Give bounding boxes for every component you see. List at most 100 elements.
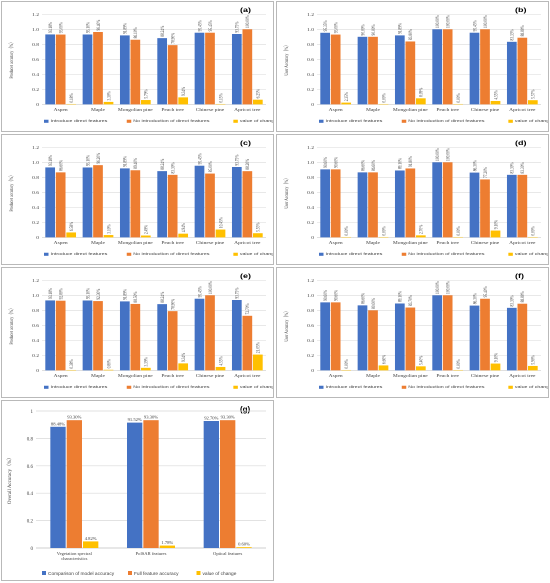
chart-g-data-label: 93.30% xyxy=(144,415,158,420)
chart-c-data-label: 88.24% xyxy=(159,159,165,170)
chart-a-legend-swatch xyxy=(44,119,49,123)
chart-b-data-label: 93.00% xyxy=(333,22,339,33)
chart-e-bar xyxy=(194,298,205,371)
chart-a-bar xyxy=(130,39,141,105)
chart-panel-a: (a) Producer accuracy（%） 0 0.2 0.4 0.6 0.8 1.0 1… xyxy=(1,1,274,132)
chart-c-svg: (c) Producer accuracy（%） 0 0.2 0.4 0.6 0.8 1.0 1… xyxy=(8,140,273,256)
chart-d-bar xyxy=(368,172,378,238)
chart-d-y-tick-label: 0.2 xyxy=(307,222,315,226)
chart-g-y-axis-title: Overall Accuracy（%） xyxy=(7,455,13,504)
chart-d-bar xyxy=(330,169,341,238)
chart-b-legend-label: Introduce direct features xyxy=(326,119,384,123)
chart-b-y-tick-label: 0.8 xyxy=(307,44,315,48)
chart-e-panel-label: (e) xyxy=(240,273,251,280)
chart-d-data-label: 86.30% xyxy=(472,160,478,171)
chart-f-bar xyxy=(357,305,368,371)
chart-g-y-tick-label: 0.6 xyxy=(27,465,34,470)
chart-e-x-tick-label: Maple xyxy=(91,375,105,379)
chart-a-data-label: 0.18% xyxy=(68,93,74,102)
chart-c-bar xyxy=(252,233,263,238)
chart-d-x-tick-label: Aspen xyxy=(329,242,344,246)
chart-e-legend-label: value of change xyxy=(240,385,273,389)
chart-a-y-tick-label: 1.2 xyxy=(32,14,40,18)
chart-b-bar xyxy=(394,35,405,105)
chart-b-data-label: 4.55% xyxy=(493,90,499,99)
chart-c-bar xyxy=(194,165,205,238)
chart-c-data-label: 96.20% xyxy=(95,153,101,164)
chart-c-y-tick-label: 1.0 xyxy=(32,162,40,166)
chart-c-bar xyxy=(45,167,56,238)
chart-c-bar xyxy=(66,232,77,238)
chart-e-y-tick-label: 0 xyxy=(36,370,40,374)
chart-g-data-label: 93.30% xyxy=(221,415,235,420)
chart-d-legend-swatch xyxy=(319,252,324,256)
chart-g-data-label: 91.52% xyxy=(128,417,142,422)
chart-c-data-label: 5.55% xyxy=(255,222,261,231)
chart-e-bar xyxy=(157,304,168,371)
chart-c-x-tick-label: Peach tree xyxy=(161,242,184,246)
chart-d-data-label: 90.60% xyxy=(333,157,339,168)
chart-g-y-tick-label: 0.4 xyxy=(27,492,34,497)
chart-f-y-tick-label: 1.0 xyxy=(307,295,315,299)
chart-f-legend-label: Introduce direct features xyxy=(326,385,384,389)
chart-f-data-label: 95.40% xyxy=(482,286,488,297)
chart-e-y-axis-title: Producer accuracy（%） xyxy=(8,306,15,344)
chart-c-panel-label: (c) xyxy=(240,140,251,147)
chart-a-y-tick-label: 0.6 xyxy=(32,59,40,63)
chart-f-data-label: 100.00% xyxy=(445,281,451,294)
chart-d-data-label: 0.00% xyxy=(343,226,349,235)
chart-e-data-label: 78.90% xyxy=(170,299,176,310)
chart-f-data-label: 88.80% xyxy=(519,291,525,302)
chart-e-bar xyxy=(205,295,215,371)
chart-e-x-tick-label: Mongolian pine xyxy=(118,375,153,379)
chart-e-bar xyxy=(242,315,253,371)
chart-f-x-tick-label: Apricot tree xyxy=(509,375,535,379)
chart-c-data-label: 89.40% xyxy=(132,158,138,169)
chart-f-data-label: 5.90% xyxy=(530,355,536,364)
chart-c-bar xyxy=(242,171,253,238)
chart-e-x-tick-label: Aspen xyxy=(54,375,69,379)
chart-c-data-label: 83.30% xyxy=(170,162,176,173)
chart-e-bar xyxy=(130,303,141,371)
chart-g-x-tick-label: characteristics xyxy=(61,556,87,561)
chart-a-data-label: 93.18% xyxy=(47,22,53,33)
chart-d-y-tick-label: 0.4 xyxy=(307,207,315,211)
chart-g-data-label: 88.48% xyxy=(51,421,65,426)
chart-g-data-label: 92.70% xyxy=(204,416,218,421)
chart-a-x-tick-label: Mongolian pine xyxy=(118,109,153,113)
chart-panel-d: (d) User Accuracy（%） 0 0.2 0.4 0.6 0.8 1.0 1.2 90… xyxy=(276,134,549,265)
chart-d-data-label: 86.60% xyxy=(360,160,366,171)
chart-d-data-label: 90.60% xyxy=(322,157,328,168)
chart-d-data-label: 91.80% xyxy=(407,156,413,167)
chart-panel-b: (b) User Accuracy（%） 0 0.2 0.4 0.6 0.8 1.0 1.2 95… xyxy=(276,1,549,132)
chart-b-y-tick-label: 0.2 xyxy=(307,89,315,93)
chart-c-data-label: 93.18% xyxy=(47,155,53,166)
chart-e-y-tick-label: 0.8 xyxy=(32,310,40,314)
chart-e-bar xyxy=(45,300,56,371)
chart-b-data-label: 90.00% xyxy=(370,24,376,35)
chart-b-panel-label: (b) xyxy=(515,7,527,14)
chart-f-bar xyxy=(415,366,426,371)
chart-e-bar xyxy=(119,301,130,371)
chart-b-y-tick-label: 0 xyxy=(311,104,315,108)
chart-a-data-label: 93.10% xyxy=(85,22,91,33)
chart-e-y-tick-label: 0.2 xyxy=(32,355,40,359)
chart-f-bar xyxy=(405,307,416,371)
chart-c-y-tick-label: 0.8 xyxy=(32,177,40,181)
chart-e-data-label: 88.50% xyxy=(132,291,138,302)
chart-f-legend-label: No introduction of direct features xyxy=(408,385,485,389)
chart-c-data-label: 4.94% xyxy=(180,223,186,232)
chart-b-data-label: 83.33% xyxy=(509,29,515,40)
chart-d-bar xyxy=(442,162,453,238)
chart-c-y-tick-label: 0.4 xyxy=(32,207,40,211)
chart-f-data-label: 0.00% xyxy=(455,359,461,368)
chart-b-legend-swatch xyxy=(508,119,513,123)
chart-d-legend-label: Introduce direct features xyxy=(326,252,384,256)
chart-b-bar xyxy=(357,36,368,105)
chart-c-x-tick-label: Chinese pine xyxy=(196,242,224,246)
chart-f-data-label: 5.40% xyxy=(418,356,424,365)
chart-a-bar xyxy=(45,34,56,105)
chart-f-bar xyxy=(330,302,341,371)
chart-d-y-tick-label: 1.0 xyxy=(307,162,315,166)
chart-f-legend-label: value of change xyxy=(515,385,548,389)
